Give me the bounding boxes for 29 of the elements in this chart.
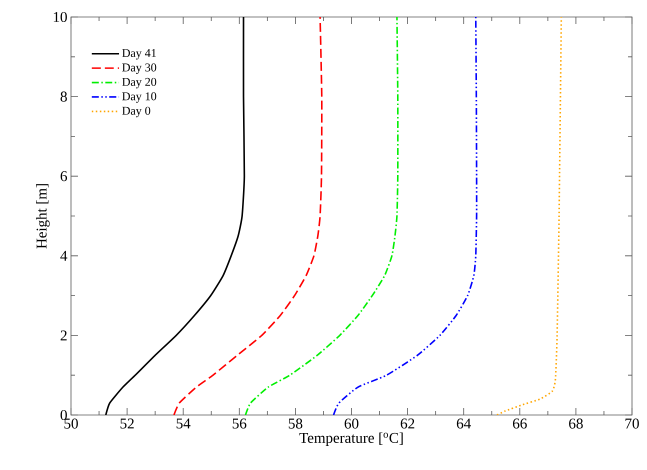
line-series: [244, 16, 399, 415]
line-series: [496, 16, 562, 415]
legend-label: Day 41: [122, 49, 156, 60]
y-axis-title: Height [m]: [36, 184, 50, 249]
y-tick-label: 4: [60, 250, 68, 261]
legend-label: Day 0: [122, 106, 150, 118]
x-tick-label: 50: [64, 418, 78, 429]
x-tick-label: 58: [288, 418, 302, 429]
x-axis-title: Temperature [$^{o}$C]: [299, 432, 403, 446]
legend-label: Day 20: [122, 78, 156, 88]
x-tick-label: 60: [344, 418, 358, 429]
x-tick-label: 66: [512, 418, 527, 429]
x-tick-label: 54: [176, 418, 190, 428]
y-tick-label: 8: [60, 92, 67, 102]
line-series: [104, 16, 246, 415]
y-tick-label: 10: [54, 12, 67, 22]
y-tick-label: 6: [60, 171, 68, 182]
line-series: [173, 16, 323, 415]
x-tick-label: 52: [120, 418, 134, 429]
x-tick-label: 56: [232, 418, 246, 429]
y-tick-label: 0: [60, 410, 67, 420]
legend-label: Day 30: [122, 63, 156, 74]
x-tick-label: 62: [400, 418, 414, 429]
x-tick-label: 68: [569, 418, 583, 429]
x-tick-label: 70: [626, 418, 639, 429]
x-tick-label: 64: [456, 418, 471, 429]
y-tick-label: 2: [60, 330, 67, 340]
legend-label: Day 10: [122, 92, 156, 103]
line-series: [332, 16, 478, 415]
